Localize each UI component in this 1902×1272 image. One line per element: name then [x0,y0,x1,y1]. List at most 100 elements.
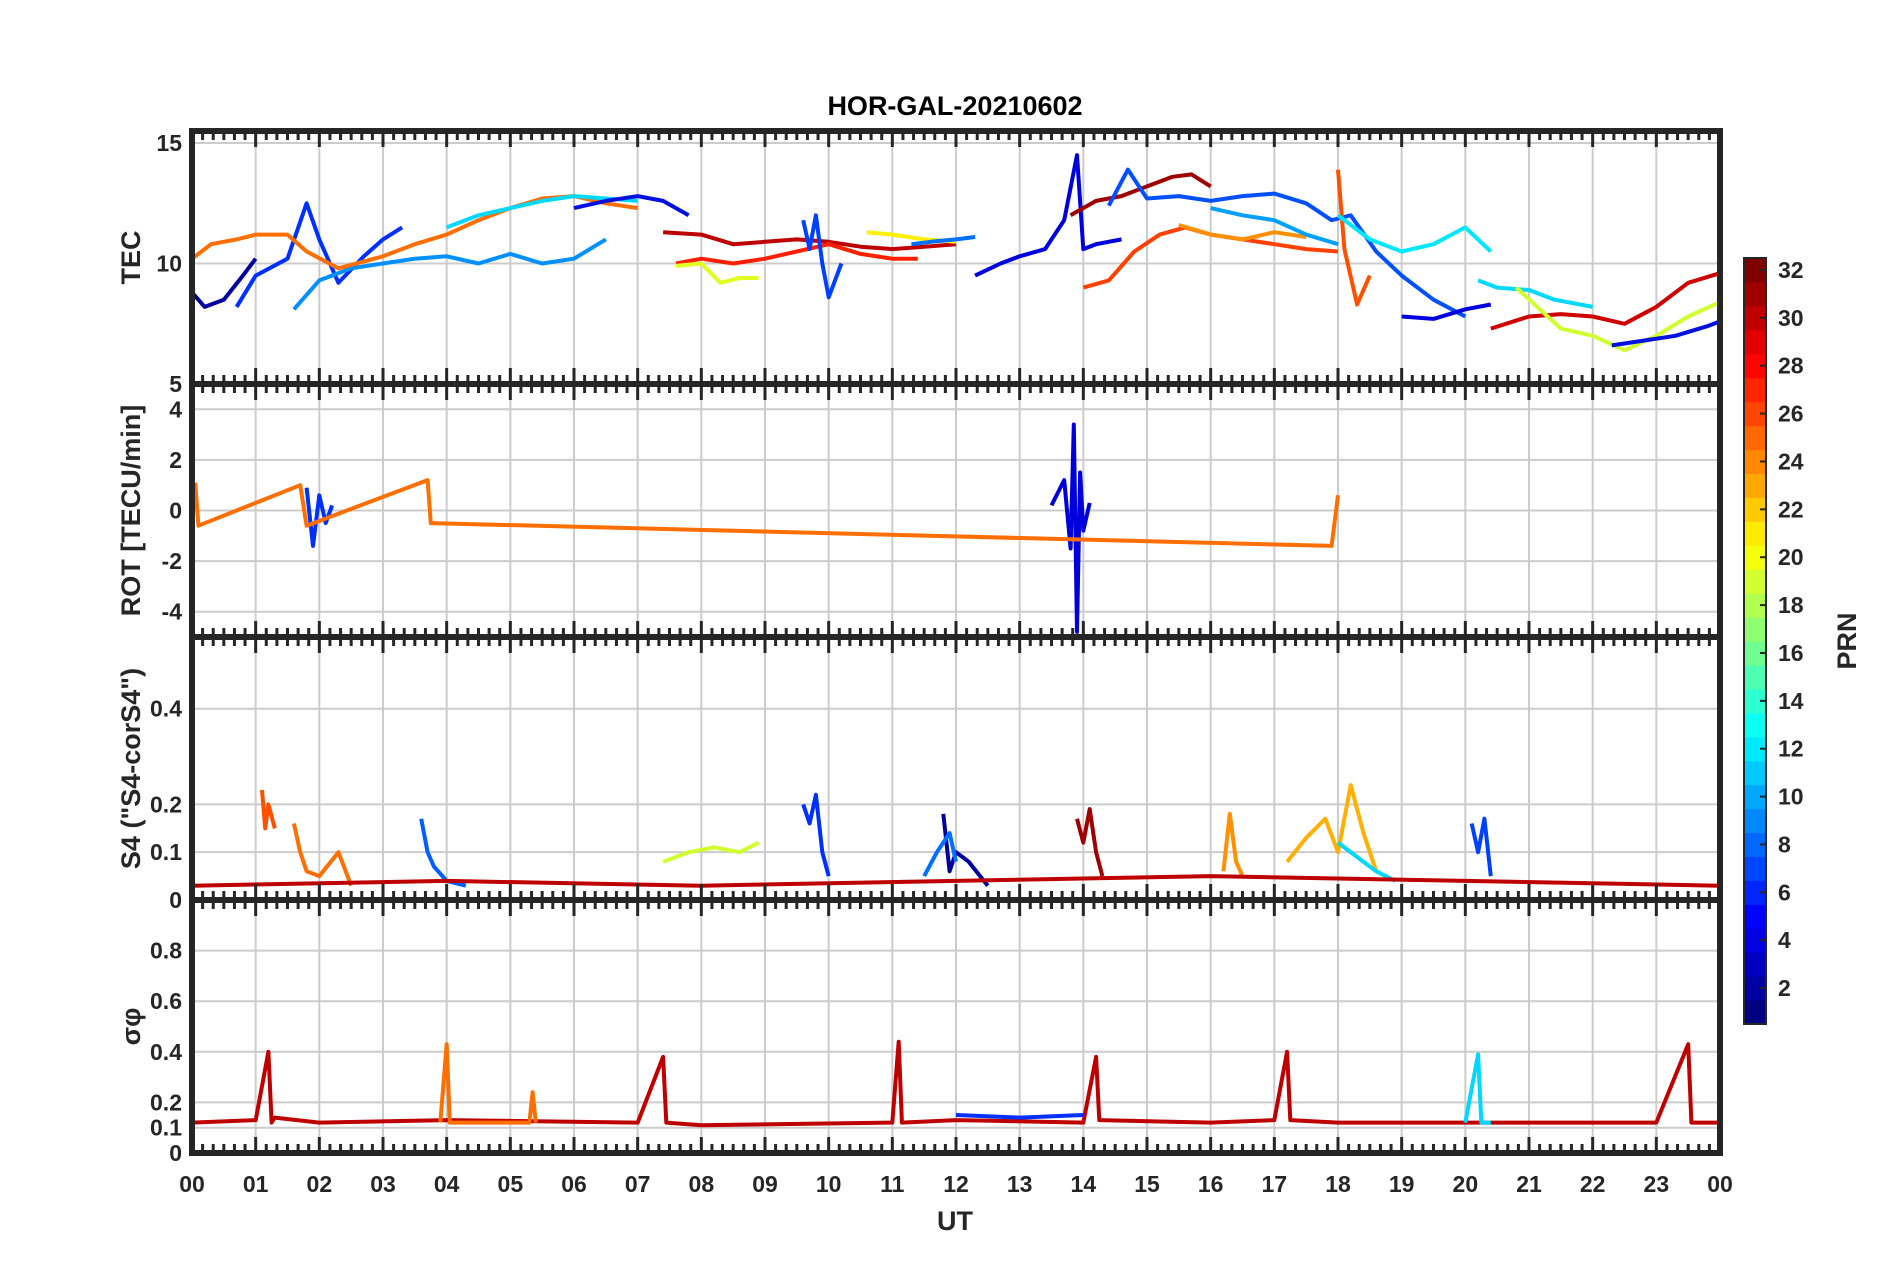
series-line-prn-25 [193,478,1340,548]
x-tick-label: 00 [1707,1171,1733,1197]
series-line-prn-2 [974,153,1122,278]
colorbar-tick-label: 18 [1778,592,1804,618]
colorbar-frame [1743,257,1767,1025]
x-tick-label: 01 [243,1171,269,1197]
series-line-prn-5 [801,213,844,300]
series-line-prn-6 [1107,167,1467,319]
series-line-prn-25 [438,1042,538,1125]
colorbar-segment [1744,329,1766,355]
series-line-prn-26 [1336,169,1372,307]
series-line-prn-30 [192,874,1720,888]
x-tick-label: 05 [498,1171,524,1197]
y-tick-label: 0 [169,498,182,524]
series-line-prn-24 [1178,223,1307,242]
x-tick-label: 13 [1007,1171,1033,1197]
y-tick-label: 2 [169,447,182,473]
series-line-prn-24 [1221,811,1245,877]
x-tick-label: 15 [1134,1171,1160,1197]
panel-s4: 0.4 0.2 0.1 0 S4 ("S4-corS4") [116,634,1723,913]
x-tick-label: 10 [816,1171,842,1197]
colorbar-segment [1744,497,1766,522]
y-tick-label: 0.8 [150,938,182,964]
colorbar-label: PRN [1832,612,1862,669]
colorbar-tick-label: 20 [1778,544,1804,570]
series-line-prn-30 [192,1039,1720,1128]
y-axis-label: TEC [116,231,146,285]
colorbar-segment [1744,545,1766,570]
y-tick-label: 0.4 [150,696,182,722]
series-line-prn-19 [662,840,760,864]
x-tick-label: 23 [1644,1171,1670,1197]
y-tick-label: 0.4 [150,1039,182,1065]
x-tick-label: 18 [1325,1171,1351,1197]
series-line-prn-12 [1463,1052,1491,1125]
panel-sigmaphi: 0.8 0.6 0.4 0.20.10 σφ [116,897,1723,1166]
colorbar-segment [1744,305,1766,331]
series-line-prn-20 [675,261,759,285]
colorbar-tick-label: 14 [1778,688,1804,714]
y-tick-label: 0.6 [150,988,182,1014]
colorbar-segment [1744,449,1766,475]
x-tick-label: 08 [689,1171,715,1197]
colorbar-segment [1744,377,1766,403]
y-axis-label: S4 ("S4-corS4") [116,668,146,869]
colorbar-tick-label: 32 [1778,257,1804,283]
colorbar-segment [1744,760,1766,786]
series-line-prn-23 [1285,783,1379,872]
colorbar-segment [1744,880,1766,905]
series-line-prn-2 [1049,422,1092,634]
colorbar-tick-label: 30 [1778,305,1804,331]
series-line-prn-13 [1336,213,1493,254]
colorbar-segment [1744,569,1766,594]
series-line-prn-3 [573,194,690,218]
colorbar-segment [1744,784,1766,810]
colorbar-tick-label: 8 [1778,831,1791,857]
y-tick-label: 0.2 [150,791,182,817]
y-tick-label: 15 [156,130,182,156]
colorbar-tick-label: 6 [1778,879,1791,905]
series-group [192,1039,1720,1128]
colorbar-segment [1744,736,1766,762]
colorbar-tick-label: 2 [1778,975,1791,1001]
series-line-prn-25 [291,823,354,887]
series-line-prn-3 [1611,319,1720,348]
colorbar-segment [1744,928,1766,953]
x-tick-label: 00 [179,1171,205,1197]
x-tick-label: 04 [434,1171,460,1197]
series-line-prn-4 [801,792,831,877]
series-line-prn-31 [1075,807,1105,877]
colorbar-segment [1744,712,1766,738]
series-line-prn-9 [922,831,958,878]
x-axis-label: UT [937,1206,973,1236]
colorbar-tick-label: 4 [1778,927,1791,953]
panel-rot: 4 2 0 -2 -4 ROT [TECU/min] [116,381,1723,640]
series-line-prn-26 [260,789,277,831]
chart-title: HOR-GAL-20210602 [827,91,1082,121]
colorbar-segment [1744,856,1766,881]
series-line-prn-12 [1477,278,1594,309]
colorbar-segment [1744,353,1766,379]
y-tick-label: 0.2 [150,1089,182,1115]
y-tick-label: 0.1 [150,839,182,865]
y-tick-label: -4 [162,599,183,625]
colorbar-segment [1744,976,1766,1001]
series-line-prn-19 [1514,286,1720,353]
colorbar-segment [1744,664,1766,690]
x-tick-label: 11 [880,1171,905,1197]
colorbar-segment [1744,425,1766,451]
colorbar-segment [1744,473,1766,498]
series-group [192,153,1720,353]
series-line-prn-12 [1336,841,1397,883]
series-line-prn-28 [675,242,918,266]
series-line-prn-5 [1469,816,1493,877]
series-group [192,783,1720,888]
y-tick-label: 0 [169,1140,182,1166]
y-tick-label: 0.1 [150,1115,182,1141]
x-tick-label: 12 [943,1171,969,1197]
y-axis-label: σφ [116,1008,146,1046]
colorbar-segment [1744,521,1766,546]
colorbar-segment [1744,258,1766,283]
